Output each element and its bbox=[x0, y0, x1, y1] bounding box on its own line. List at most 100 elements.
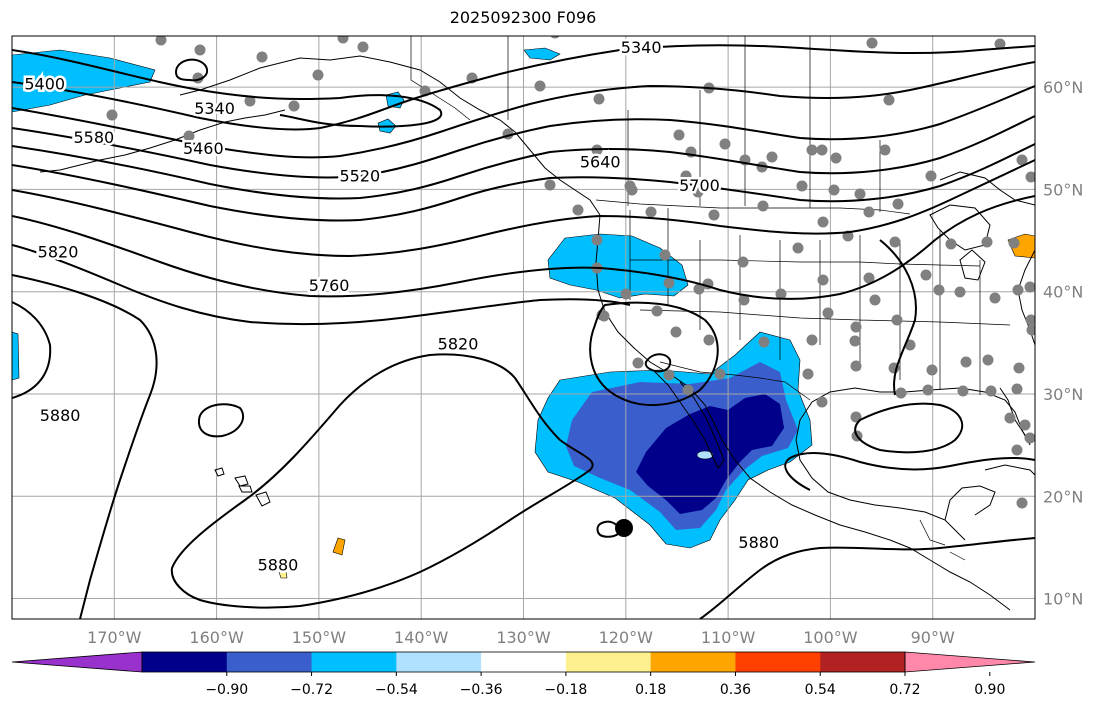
colorbar-segment bbox=[311, 652, 397, 672]
station-dot bbox=[817, 216, 829, 228]
station-dot bbox=[806, 334, 818, 346]
station-markers bbox=[106, 36, 1035, 509]
station-dot bbox=[682, 384, 694, 396]
contour-label: 5520 bbox=[339, 167, 380, 186]
longitude-label: 120°W bbox=[599, 628, 654, 647]
colorbar-segment bbox=[481, 652, 567, 672]
colorbar-tick-label: 0.36 bbox=[720, 682, 751, 698]
contour-label: 5340 bbox=[621, 38, 662, 57]
station-dot bbox=[922, 384, 934, 396]
station-dot bbox=[994, 38, 1006, 50]
station-dot bbox=[766, 151, 778, 163]
station-dot bbox=[895, 387, 907, 399]
colorbar-segment bbox=[226, 652, 313, 672]
contour-labels: 5340 5400 5340 5580 5460 5520 5640 5700 5820 5760… bbox=[22, 36, 782, 577]
station-dot bbox=[337, 36, 349, 44]
station-dot bbox=[593, 93, 605, 105]
gridlines bbox=[12, 36, 1035, 619]
station-dot bbox=[891, 314, 903, 326]
station-dot bbox=[1025, 171, 1035, 183]
colorbar-tick-label: 0.18 bbox=[635, 682, 666, 698]
colorbar-segment bbox=[650, 652, 736, 672]
longitude-label: 100°W bbox=[803, 628, 858, 647]
longitude-label: 170°W bbox=[87, 628, 142, 647]
colorbar-tick-label: 0.54 bbox=[805, 682, 836, 698]
station-dot bbox=[817, 274, 829, 286]
station-dot bbox=[645, 206, 657, 218]
station-dot bbox=[1013, 362, 1025, 374]
station-dot bbox=[1024, 281, 1035, 293]
station-dot bbox=[889, 236, 901, 248]
colorbar-extend-low bbox=[11, 651, 143, 673]
longitude-label: 150°W bbox=[292, 628, 347, 647]
station-dot bbox=[957, 385, 969, 397]
station-dot bbox=[849, 335, 861, 347]
station-dot bbox=[982, 354, 994, 366]
station-dot bbox=[863, 206, 875, 218]
station-dot bbox=[288, 100, 300, 112]
station-dot bbox=[194, 44, 206, 56]
station-dot bbox=[708, 209, 720, 221]
station-dot bbox=[954, 286, 966, 298]
map-title: 2025092300 F096 bbox=[449, 8, 597, 27]
station-dot bbox=[155, 36, 167, 46]
station-dot bbox=[550, 36, 560, 39]
station-dot bbox=[1019, 419, 1031, 431]
station-dot bbox=[1011, 444, 1023, 456]
station-dot bbox=[985, 385, 997, 397]
contour-label: 5880 bbox=[738, 533, 779, 552]
station-dot bbox=[792, 242, 804, 254]
station-dot bbox=[703, 334, 715, 346]
station-dot bbox=[693, 283, 705, 295]
station-dot bbox=[312, 69, 324, 81]
station-dot bbox=[244, 95, 256, 107]
station-dot bbox=[663, 277, 675, 289]
station-dot bbox=[850, 360, 862, 372]
colorbar-tick-label: −0.18 bbox=[544, 682, 587, 698]
contour-label: 5700 bbox=[679, 176, 720, 195]
latitude-label: 10°N bbox=[1043, 590, 1083, 609]
station-dot bbox=[651, 305, 663, 317]
colorbar-segment bbox=[396, 652, 482, 672]
station-dot bbox=[866, 37, 878, 49]
colorbar-extend-high bbox=[904, 651, 1036, 673]
colorbar-tick-label: −0.54 bbox=[375, 682, 418, 698]
station-dot bbox=[1016, 497, 1028, 509]
longitude-label: 160°W bbox=[189, 628, 244, 647]
map-frame bbox=[11, 35, 1036, 620]
colorbar-segment bbox=[820, 652, 906, 672]
station-dot bbox=[544, 179, 556, 191]
cyclone-marker bbox=[615, 519, 633, 537]
station-dot bbox=[850, 321, 862, 333]
station-dot bbox=[802, 368, 814, 380]
latitude-labels: 10°N 20°N 30°N 40°N 50°N 60°N bbox=[1043, 78, 1083, 608]
station-dot bbox=[572, 204, 584, 216]
station-dot bbox=[892, 198, 904, 210]
station-dot bbox=[1026, 324, 1035, 336]
station-dot bbox=[357, 41, 369, 53]
station-dot bbox=[632, 357, 644, 369]
colorbar-tick-label: 0.90 bbox=[974, 682, 1005, 698]
station-dot bbox=[591, 234, 603, 246]
station-dot bbox=[620, 288, 632, 300]
station-dot bbox=[738, 294, 750, 306]
contour-label: 5460 bbox=[183, 139, 224, 158]
station-dot bbox=[659, 249, 671, 261]
height-contours bbox=[12, 44, 1035, 619]
station-dot bbox=[106, 109, 118, 121]
station-dot bbox=[1024, 432, 1035, 444]
station-dot bbox=[945, 238, 957, 250]
station-dot bbox=[714, 368, 726, 380]
contour-label: 5820 bbox=[438, 334, 479, 353]
station-dot bbox=[598, 310, 610, 322]
station-dot bbox=[816, 144, 828, 156]
colorbar-tick-label: −0.90 bbox=[205, 682, 248, 698]
colorbar-tick-label: −0.72 bbox=[290, 682, 333, 698]
station-dot bbox=[869, 294, 881, 306]
contour-label: 5400 bbox=[24, 75, 65, 94]
longitude-labels: 170°W 160°W 150°W 140°W 130°W 120°W 110°W 100°W… bbox=[87, 628, 955, 647]
latitude-label: 40°N bbox=[1043, 283, 1083, 302]
longitude-label: 140°W bbox=[394, 628, 449, 647]
station-dot bbox=[256, 51, 268, 63]
